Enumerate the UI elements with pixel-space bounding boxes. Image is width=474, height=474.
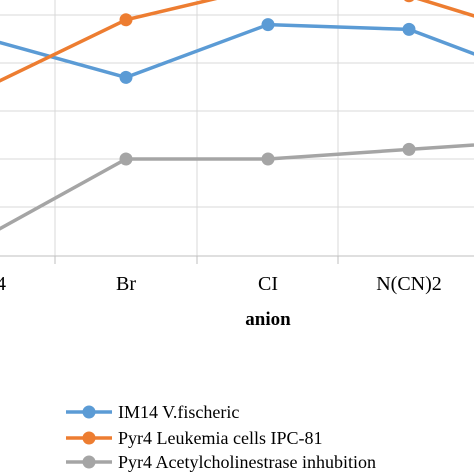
x-axis-title: anion <box>245 309 291 330</box>
legend-label: Pyr4 Leukemia cells IPC-81 <box>118 428 322 448</box>
legend: IM14 V.fischeric Pyr4 Leukemia cells IPC-… <box>66 402 376 472</box>
x-tick-label: N(CN)2 <box>376 273 442 295</box>
data-point <box>119 13 133 27</box>
legend-label: IM14 V.fischeric <box>118 402 239 422</box>
legend-marker <box>82 455 96 469</box>
x-tick-label: Br <box>116 273 136 295</box>
series-line <box>0 143 474 231</box>
legend-label: Pyr4 Acetylcholinestrase inhubition <box>118 452 376 472</box>
data-point <box>402 142 416 156</box>
data-point <box>404 0 414 3</box>
series-lines <box>0 0 474 231</box>
legend-entry: Pyr4 Acetylcholinestrase inhubition <box>66 452 376 472</box>
x-tick-label: CI <box>258 273 278 295</box>
x-tick-labels: 4 Br CI N(CN)2 <box>0 273 442 295</box>
x-axis <box>0 255 474 264</box>
data-point <box>402 22 416 36</box>
data-point <box>119 70 133 84</box>
data-point <box>261 152 275 166</box>
legend-entry: IM14 V.fischeric <box>66 402 239 422</box>
series-line <box>0 0 474 83</box>
legend-marker <box>82 405 96 419</box>
x-tick-label: 4 <box>0 273 6 295</box>
data-point <box>119 152 133 166</box>
data-point <box>261 18 275 32</box>
series-line <box>0 22 474 80</box>
gridlines <box>0 0 474 256</box>
legend-marker <box>82 431 96 445</box>
legend-entry: Pyr4 Leukemia cells IPC-81 <box>66 428 322 448</box>
